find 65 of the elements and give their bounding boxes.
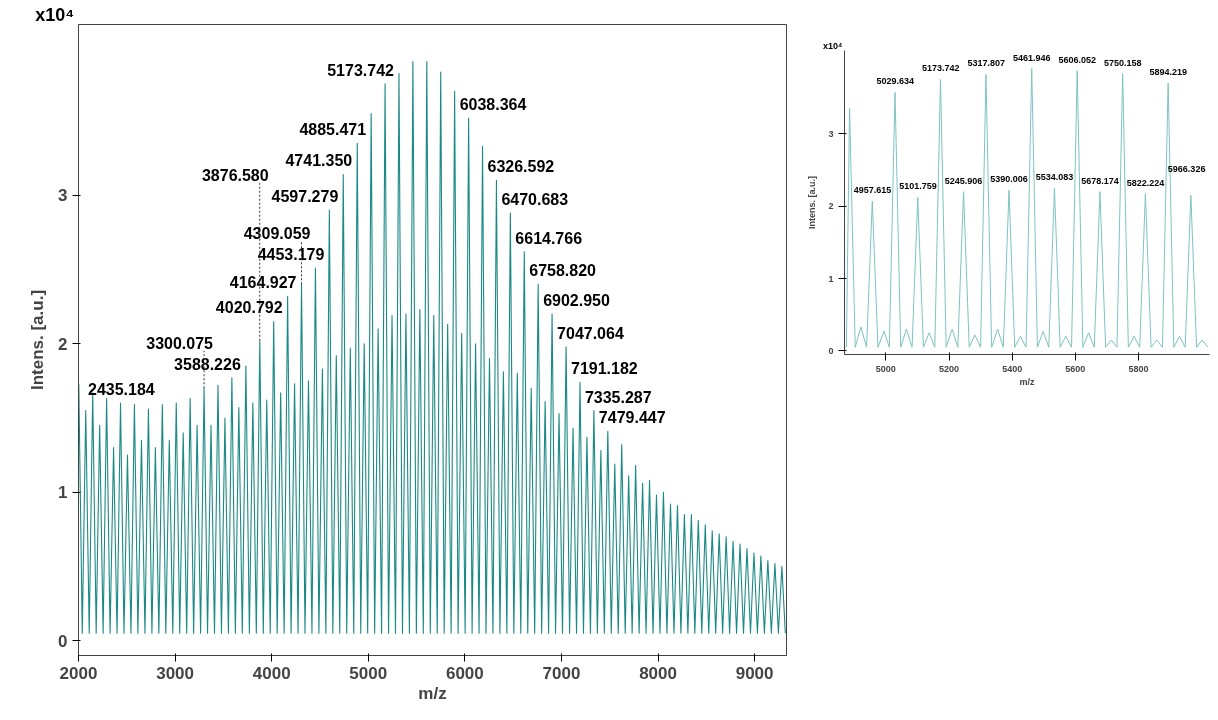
annotation: 5029.634 — [876, 76, 914, 87]
y-tick-label: 0 — [58, 631, 68, 651]
x-tick-label: 7000 — [542, 663, 581, 683]
annotation: 7191.182 — [571, 360, 638, 378]
annotation: 5966.326 — [1167, 163, 1206, 174]
annotation: 4597.279 — [271, 188, 339, 206]
y-tick-label: 1 — [58, 483, 68, 503]
y-tick-label: 2 — [58, 334, 68, 354]
annotation: 6470.683 — [501, 191, 569, 209]
y-tick-label: 1 — [828, 273, 834, 284]
x-tick-label: 5000 — [875, 363, 896, 374]
annotation: 3876.580 — [201, 167, 269, 185]
annotation: 5534.083 — [1035, 172, 1074, 183]
x-tick-label: 2000 — [59, 663, 98, 683]
line-series — [78, 61, 786, 634]
annotation: 5390.006 — [990, 174, 1028, 185]
annotation: 3588.226 — [174, 355, 241, 373]
y-axis-title: Intens. [a.u.] — [28, 289, 48, 391]
annotation: 5101.759 — [899, 181, 937, 192]
annotation: 5822.224 — [1126, 177, 1165, 188]
x-tick-label: 5200 — [939, 363, 960, 374]
annotation: 6902.950 — [543, 292, 610, 310]
annotation: 6758.820 — [529, 262, 597, 280]
x-axis-title: m/z — [1019, 376, 1035, 387]
annotation: 5173.742 — [327, 61, 395, 79]
annotation: 3300.075 — [146, 334, 214, 352]
y-tick-label: 3 — [828, 128, 834, 139]
annotation: 7479.447 — [598, 409, 666, 427]
annotation: 7047.064 — [557, 324, 624, 342]
x-tick-label: 5600 — [1065, 363, 1086, 374]
x-tick-label: 5800 — [1128, 363, 1149, 374]
annotation: 5678.174 — [1081, 175, 1119, 186]
x-tick-label: 4000 — [252, 663, 291, 683]
annotation: 6614.766 — [515, 229, 583, 247]
x-tick-label: 5400 — [1002, 363, 1023, 374]
annotation: 4453.179 — [257, 245, 325, 263]
x-tick-label: 8000 — [639, 663, 677, 683]
x-tick-label: 9000 — [735, 663, 774, 683]
x-tick-label: 3000 — [156, 663, 195, 683]
annotation: 5606.052 — [1058, 54, 1096, 65]
annotation: 4741.350 — [285, 152, 353, 170]
y-axis-title: Intens. [a.u.] — [807, 175, 818, 229]
annotation: 5245.906 — [944, 175, 983, 186]
x-tick-label: 5000 — [349, 663, 388, 683]
annotation: 5317.807 — [967, 58, 1005, 69]
annotation: 5750.158 — [1103, 57, 1142, 68]
annotation: 5894.219 — [1149, 67, 1187, 78]
y-tick-label: 3 — [58, 186, 68, 206]
annotation: 2435.184 — [88, 381, 155, 399]
annotation: 4020.792 — [215, 299, 283, 317]
y-tick-label: 0 — [828, 345, 834, 356]
annotation: 7335.287 — [584, 388, 652, 406]
x-tick-label: 6000 — [445, 663, 484, 683]
text: x10⁴ — [822, 40, 843, 51]
annotation: 4309.059 — [243, 224, 311, 242]
annotation: 5173.742 — [921, 63, 960, 74]
annotation: 4885.471 — [299, 121, 367, 139]
text: x10⁴ — [35, 4, 75, 25]
annotation: 4164.927 — [229, 274, 297, 292]
x-axis-title: m/z — [418, 683, 447, 703]
annotation: 5461.946 — [1012, 52, 1051, 63]
annotation: 6326.592 — [487, 158, 555, 176]
y-tick-label: 2 — [828, 201, 834, 212]
annotation: 6038.364 — [459, 96, 527, 114]
annotation: 4957.615 — [853, 185, 892, 196]
